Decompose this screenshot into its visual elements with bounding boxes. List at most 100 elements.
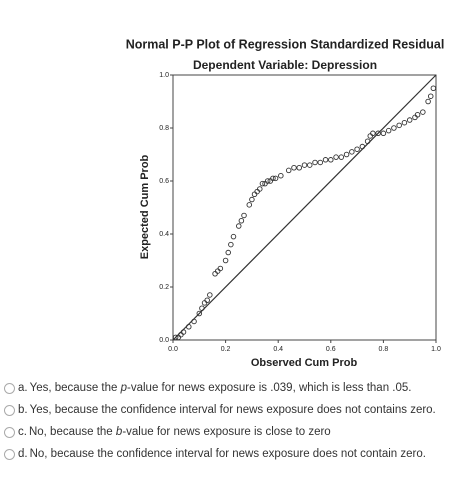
point [401, 119, 408, 126]
option[interactable]: a. Yes, because the p -value for news expo… [4, 382, 411, 394]
radio-button[interactable] [4, 404, 15, 416]
option-letter: b. [18, 404, 28, 416]
y-tick-label: 0.0 [159, 337, 169, 344]
y-tick-label: 0.8 [159, 125, 169, 132]
point [249, 196, 255, 203]
point [370, 130, 376, 137]
point [264, 178, 271, 184]
point [230, 233, 237, 240]
plot-area [172, 74, 437, 341]
option[interactable]: d. No, because the confidence interval fo… [4, 448, 426, 460]
point [406, 117, 413, 123]
point [296, 164, 302, 171]
point [228, 241, 234, 248]
option-text: No, because the [28, 426, 116, 438]
option-letter: d. [18, 448, 28, 460]
point [364, 138, 371, 144]
point [338, 154, 345, 160]
point [196, 310, 203, 317]
x-tick-label: 1.0 [431, 346, 441, 353]
point [217, 265, 224, 272]
y-tick-label: 0.6 [159, 178, 169, 185]
x-tick-label: 0.6 [326, 346, 336, 353]
point [207, 292, 213, 298]
radio-button[interactable] [4, 382, 15, 394]
option-text: b [115, 426, 123, 438]
option-letter: c. [18, 426, 27, 438]
point [367, 133, 374, 139]
x-tick-label: 0.0 [168, 346, 178, 353]
point [285, 167, 292, 174]
point [246, 202, 253, 208]
point [180, 329, 187, 335]
point [204, 297, 210, 304]
point [235, 223, 242, 229]
point [301, 162, 308, 168]
option[interactable]: b. Yes, because the confidence interval f… [4, 404, 436, 416]
point [375, 130, 381, 137]
point [328, 157, 334, 163]
point [385, 127, 392, 134]
point [270, 175, 276, 182]
point [380, 130, 387, 137]
option-text: Yes, because the [29, 382, 121, 394]
point [212, 271, 218, 277]
point [222, 257, 229, 264]
point [238, 217, 245, 224]
chart-title: Normal P-P Plot of Regression Standardiz… [126, 37, 445, 51]
point [307, 162, 313, 168]
point [225, 249, 231, 256]
point [201, 300, 208, 306]
point [272, 175, 279, 182]
point [391, 125, 397, 131]
point [412, 114, 418, 121]
point [251, 191, 258, 197]
chart-subtitle: Dependent Variable: Depression [193, 58, 377, 72]
point [414, 111, 421, 118]
chart: Normal P-P Plot of Regression Standardiz… [126, 37, 445, 369]
point [322, 157, 329, 163]
point [291, 164, 297, 171]
point [420, 109, 426, 115]
point [425, 98, 431, 105]
x-tick-label: 0.2 [221, 346, 231, 353]
x-axis-label: Observed Cum Prob [251, 357, 358, 369]
radio-button[interactable] [4, 448, 15, 460]
point [312, 159, 318, 166]
point [427, 93, 434, 99]
option-text: p [120, 382, 128, 394]
option-text: No, because the confidence interval for … [29, 448, 426, 460]
point [199, 305, 205, 311]
point [343, 151, 350, 158]
point [254, 188, 260, 195]
point [354, 146, 360, 152]
option-text: -value for news exposure is .039, which … [127, 382, 412, 394]
y-tick-label: 0.4 [159, 231, 169, 238]
y-axis-label: Expected Cum Prob [139, 154, 151, 259]
y-tick-label: 1.0 [159, 72, 169, 79]
point [430, 85, 437, 91]
point [214, 268, 221, 274]
point [186, 324, 192, 330]
reference-line [172, 74, 437, 341]
x-tick-label: 0.4 [273, 346, 283, 353]
option-text: -value for news exposure is close to zer… [122, 426, 331, 438]
point [241, 212, 247, 219]
x-tick-label: 0.8 [379, 346, 389, 353]
y-tick-label: 0.2 [159, 284, 169, 291]
option-letter: a. [18, 382, 28, 394]
point [278, 172, 284, 179]
point [333, 154, 339, 160]
option-text: Yes, because the confidence interval for… [29, 404, 436, 416]
option[interactable]: c. No, because the b -value for news expos… [4, 426, 331, 438]
point [396, 122, 402, 129]
radio-button[interactable] [4, 426, 15, 438]
point [178, 331, 184, 338]
point [191, 318, 197, 325]
point [349, 149, 355, 155]
point [172, 334, 179, 341]
point [359, 143, 366, 150]
point [259, 180, 266, 187]
point [257, 186, 263, 192]
